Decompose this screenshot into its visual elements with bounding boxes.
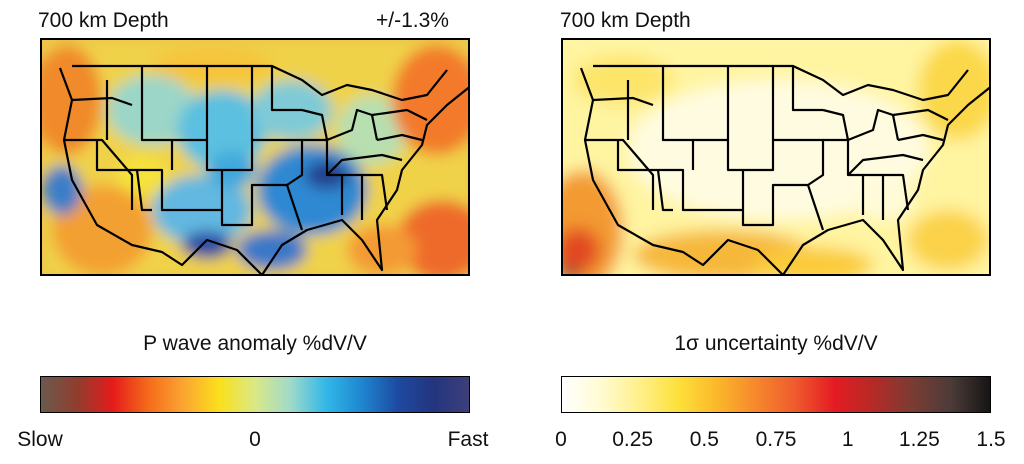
left-anomaly-map [40, 38, 470, 276]
right-panel: 700 km Depth [512, 0, 1024, 464]
right-uncertainty-field [563, 40, 989, 274]
right-tick-0-75: 0.75 [755, 428, 797, 451]
right-tick-1-5: 1.5 [976, 428, 1006, 451]
right-map-title: 700 km Depth [560, 9, 691, 32]
left-anomaly-field [42, 40, 468, 274]
right-tick-1: 1 [841, 428, 854, 451]
left-colorbar-title: P wave anomaly %dV/V [143, 332, 367, 355]
left-colorbar [40, 376, 470, 413]
right-tick-0-5: 0.5 [689, 428, 719, 451]
left-tick-fast: Fast [447, 428, 489, 451]
right-tick-0: 0 [555, 428, 567, 451]
left-tick-zero: 0 [249, 428, 261, 451]
left-tick-slow: Slow [17, 428, 63, 451]
right-colorbar-title: 1σ uncertainty %dV/V [674, 332, 878, 355]
right-uncertainty-map [561, 38, 991, 276]
left-panel: 700 km Depth +/-1.3% [17, 9, 489, 452]
left-map-title: 700 km Depth [38, 9, 169, 32]
left-range-label: +/-1.3% [376, 9, 449, 32]
right-colorbar [561, 376, 991, 413]
right-tick-1-25: 1.25 [898, 428, 940, 451]
right-tick-0-25: 0.25 [612, 428, 654, 451]
